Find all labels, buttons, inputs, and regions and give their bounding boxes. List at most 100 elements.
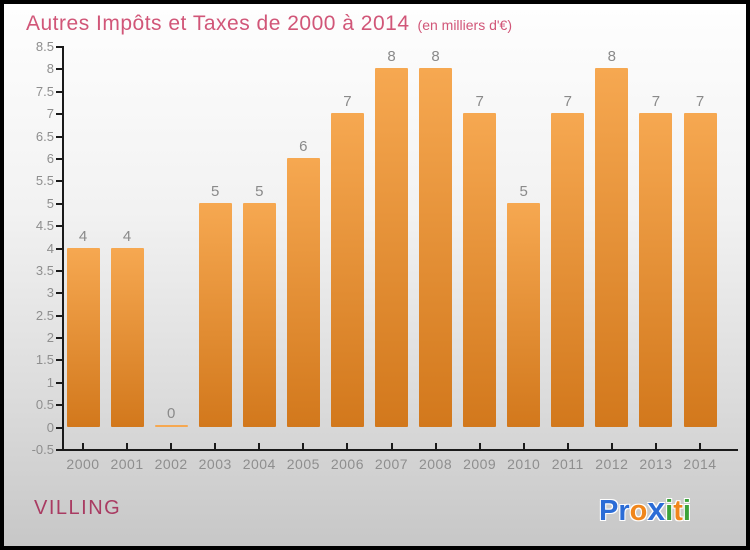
bar-value-label: 7 xyxy=(475,93,484,111)
bar-2006 xyxy=(330,113,364,427)
x-axis-tick-label: 2014 xyxy=(683,456,717,472)
bar-2003 xyxy=(198,202,232,427)
chart-header: Autres Impôts et Taxes de 2000 à 2014 (e… xyxy=(26,12,512,36)
y-axis-tick xyxy=(56,157,63,160)
y-axis-tick-label: -0.5 xyxy=(31,442,54,457)
bar-value-label: 4 xyxy=(122,227,132,245)
y-axis-tick-label: 8.5 xyxy=(35,39,54,54)
x-axis-tick-label: 2006 xyxy=(330,456,364,472)
x-axis-tick xyxy=(566,443,569,449)
x-axis-tick xyxy=(478,443,481,449)
x-axis-tick xyxy=(126,443,129,449)
bar-2005 xyxy=(286,157,320,427)
y-axis-tick-label: 2.5 xyxy=(35,307,54,323)
chart-title: Autres Impôts et Taxes de 2000 à 2014 xyxy=(26,12,410,35)
y-axis-tick xyxy=(56,68,63,71)
x-axis-tick xyxy=(390,443,393,449)
y-axis-tick xyxy=(56,225,63,228)
y-axis-tick-label: 6.5 xyxy=(35,128,54,144)
bar-value-label: 4 xyxy=(78,227,88,245)
y-axis-tick-label: 4.5 xyxy=(35,218,54,234)
y-axis-tick xyxy=(56,404,63,407)
y-axis-tick-label: 8 xyxy=(46,61,54,77)
x-axis-tick-label: 2010 xyxy=(507,456,541,472)
y-axis-tick xyxy=(56,449,63,451)
x-axis-tick-label: 2013 xyxy=(639,456,673,472)
x-axis-tick xyxy=(434,443,437,449)
bar-2001 xyxy=(110,247,144,427)
bar-value-label: 8 xyxy=(431,48,440,66)
y-axis-tick-label: 0.5 xyxy=(35,397,54,413)
bar-value-label: 5 xyxy=(255,182,264,200)
y-axis-tick-label: 7 xyxy=(46,106,54,122)
logo-letter-i: i xyxy=(665,495,674,527)
x-axis-tick-label: 2004 xyxy=(242,456,276,472)
y-axis-tick xyxy=(56,314,63,317)
y-axis-tick xyxy=(56,292,63,295)
x-axis-tick xyxy=(302,443,305,449)
x-axis-line xyxy=(62,449,738,451)
bar-value-label: 7 xyxy=(563,93,572,111)
bar-value-label: 0 xyxy=(166,404,176,422)
logo-letter-r: r xyxy=(618,495,630,527)
chart-unit-label: (en milliers d'€) xyxy=(417,17,513,33)
x-axis-tick-label: 2009 xyxy=(463,456,497,472)
logo-letter-p: P xyxy=(599,495,619,527)
bar-2002 xyxy=(154,424,188,427)
bar-2010 xyxy=(507,202,541,427)
bar-value-label: 8 xyxy=(387,48,396,66)
x-axis-tick-label: 2001 xyxy=(110,456,144,472)
bar-value-label: 7 xyxy=(695,93,705,111)
bar-2008 xyxy=(419,68,453,427)
y-axis-tick xyxy=(56,135,63,138)
y-axis-line xyxy=(62,46,64,451)
logo-letter-o: o xyxy=(629,495,648,527)
x-axis-tick xyxy=(654,443,657,449)
bar-2014 xyxy=(683,113,717,427)
bar-2009 xyxy=(463,113,497,427)
y-axis-tick xyxy=(56,426,63,429)
x-axis-tick-label: 2012 xyxy=(595,456,629,472)
bar-value-label: 7 xyxy=(651,93,661,111)
bar-value-label: 5 xyxy=(519,182,528,200)
y-axis-tick xyxy=(56,46,63,48)
proxiti-logo: Proxiti xyxy=(599,491,691,528)
y-axis-tick xyxy=(56,113,63,116)
bar-2000 xyxy=(66,247,100,427)
x-axis-tick xyxy=(522,443,525,449)
x-axis-tick xyxy=(346,443,349,449)
y-axis-tick-label: 2 xyxy=(46,330,54,346)
y-axis-tick xyxy=(56,180,63,183)
bar-value-label: 5 xyxy=(211,182,220,200)
x-axis-tick-label: 2002 xyxy=(154,456,188,472)
bar-2011 xyxy=(551,113,585,427)
x-axis-tick xyxy=(214,443,217,449)
x-axis-tick-label: 2005 xyxy=(286,456,320,472)
y-axis-tick xyxy=(56,359,63,362)
x-axis-tick xyxy=(610,443,613,449)
y-axis-tick-label: 3.5 xyxy=(35,262,54,278)
x-axis-tick-label: 2003 xyxy=(198,456,232,472)
x-axis-tick-label: 2007 xyxy=(374,456,409,472)
y-axis-tick-label: 5.5 xyxy=(35,173,54,189)
y-axis-tick xyxy=(56,202,63,205)
y-axis-tick-label: 1.5 xyxy=(35,352,54,368)
commune-name: VILLING xyxy=(34,497,122,519)
y-axis-tick xyxy=(56,269,63,272)
y-axis-tick-label: 5 xyxy=(46,195,54,211)
x-axis-tick xyxy=(82,443,84,449)
x-axis-tick-label: 2011 xyxy=(551,456,584,472)
bar-value-label: 8 xyxy=(607,48,617,66)
x-axis-tick-label: 2008 xyxy=(418,456,453,472)
y-axis-tick-label: 0 xyxy=(46,419,54,435)
x-axis-tick xyxy=(258,443,261,449)
y-axis-tick-label: 4 xyxy=(46,240,54,256)
x-axis-tick xyxy=(170,443,173,449)
bar-2012 xyxy=(595,68,629,427)
x-axis-tick xyxy=(699,443,701,449)
bar-2004 xyxy=(242,202,276,427)
logo-letter-t: t xyxy=(673,495,683,527)
bar-value-label: 7 xyxy=(343,93,352,111)
y-axis-tick xyxy=(56,337,63,340)
